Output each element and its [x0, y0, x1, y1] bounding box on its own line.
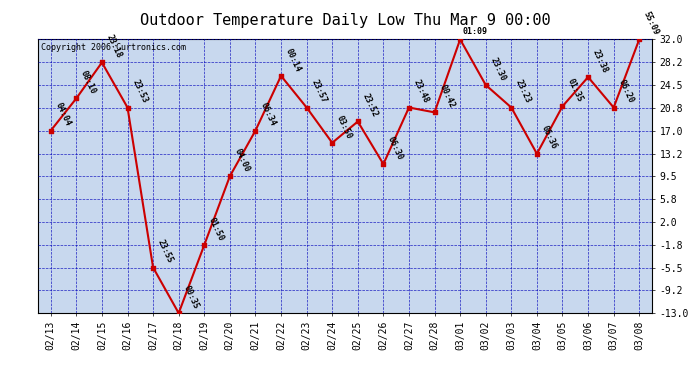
Point [250, 128, 261, 134]
Text: 01:35: 01:35 [565, 77, 584, 104]
Text: 03:50: 03:50 [335, 114, 354, 140]
Text: 01:50: 01:50 [207, 216, 226, 242]
Point [557, 103, 568, 109]
Point [326, 140, 337, 146]
Text: 23:38: 23:38 [591, 48, 609, 74]
Point [455, 36, 466, 42]
Point [122, 105, 133, 111]
Text: 23:18: 23:18 [105, 33, 124, 60]
Text: 00:42: 00:42 [437, 83, 456, 110]
Point [378, 161, 389, 167]
Text: 06:30: 06:30 [386, 135, 405, 161]
Point [46, 128, 57, 134]
Text: 04:04: 04:04 [54, 101, 72, 128]
Point [173, 310, 184, 316]
Text: 23:57: 23:57 [309, 78, 328, 105]
Point [531, 151, 542, 157]
Point [97, 60, 108, 66]
Point [275, 73, 286, 79]
Text: 06:36: 06:36 [540, 124, 558, 151]
Text: 23:30: 23:30 [489, 56, 507, 82]
Text: 00:35: 00:35 [181, 284, 200, 310]
Text: 04:00: 04:00 [233, 147, 251, 174]
Text: 55:09: 55:09 [642, 10, 661, 37]
Point [429, 110, 440, 116]
Text: 23:48: 23:48 [412, 78, 431, 105]
Point [301, 105, 312, 111]
Text: 00:14: 00:14 [284, 46, 302, 73]
Text: 23:53: 23:53 [130, 78, 149, 105]
Point [633, 36, 644, 42]
Text: 23:23: 23:23 [514, 78, 533, 105]
Text: 06:20: 06:20 [616, 78, 635, 105]
Point [71, 95, 82, 101]
Point [353, 118, 364, 124]
Text: 08:10: 08:10 [79, 69, 98, 96]
Text: 06:34: 06:34 [258, 101, 277, 128]
Text: 23:52: 23:52 [361, 92, 380, 119]
Point [480, 82, 491, 88]
Text: Copyright 2006 Curtronics.com: Copyright 2006 Curtronics.com [41, 44, 186, 52]
Point [608, 105, 619, 111]
Point [224, 173, 235, 179]
Text: Outdoor Temperature Daily Low Thu Mar 9 00:00: Outdoor Temperature Daily Low Thu Mar 9 … [139, 13, 551, 28]
Point [582, 74, 593, 80]
Point [506, 105, 517, 111]
Text: 01:09: 01:09 [463, 27, 488, 36]
Text: 23:55: 23:55 [156, 238, 175, 265]
Point [148, 264, 159, 270]
Point [199, 242, 210, 248]
Point [404, 105, 415, 111]
